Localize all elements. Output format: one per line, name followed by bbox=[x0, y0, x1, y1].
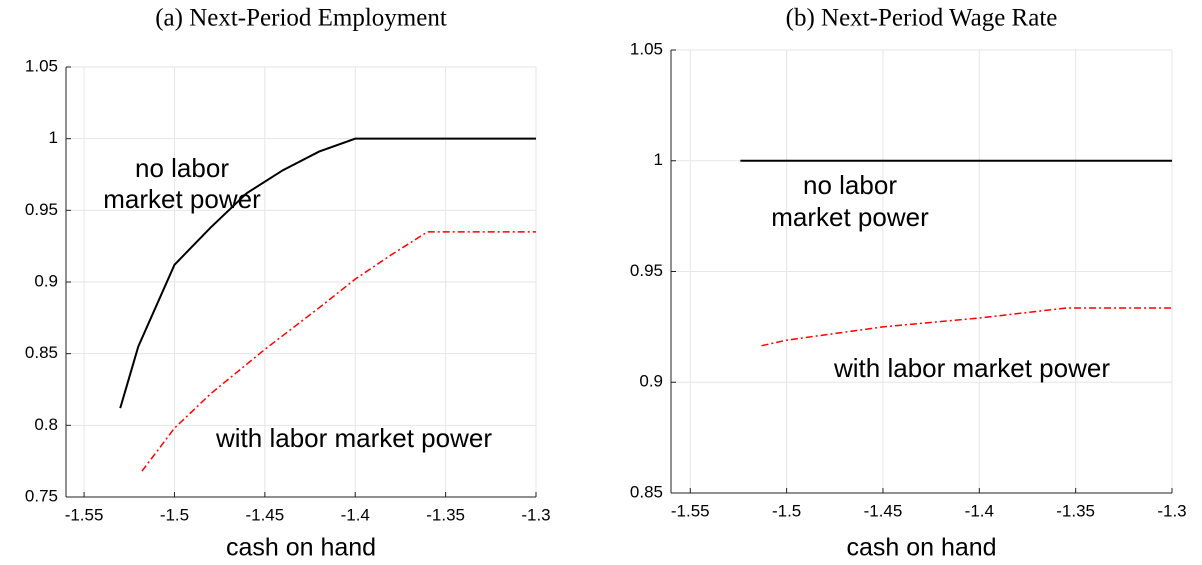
x-tick-label: -1.4 bbox=[965, 501, 994, 520]
data-line bbox=[141, 231, 536, 472]
y-tick-label: 1.05 bbox=[630, 39, 663, 58]
annotation: with labor market power bbox=[215, 423, 492, 453]
y-tick-label: 0.95 bbox=[25, 200, 58, 219]
data-line bbox=[119, 137, 536, 409]
x-tick-label: -1.4 bbox=[341, 505, 370, 524]
x-tick-label: -1.3 bbox=[1157, 501, 1186, 520]
x-tick-label: -1.35 bbox=[1056, 501, 1095, 520]
data-line bbox=[761, 307, 1172, 347]
x-tick-label: -1.55 bbox=[65, 505, 104, 524]
x-tick-label: -1.55 bbox=[671, 501, 710, 520]
x-tick-label: -1.3 bbox=[521, 505, 550, 524]
x-axis-label: cash on hand bbox=[846, 534, 996, 562]
annotation: no labor bbox=[803, 170, 897, 200]
annotation: with labor market power bbox=[833, 353, 1110, 383]
annotation: market power bbox=[771, 202, 929, 232]
x-tick-label: -1.45 bbox=[245, 505, 284, 524]
annotation: market power bbox=[103, 184, 261, 214]
y-tick-label: 0.85 bbox=[25, 343, 58, 362]
y-tick-label: 0.9 bbox=[34, 271, 58, 290]
x-tick-label: -1.35 bbox=[426, 505, 465, 524]
y-tick-label: 1 bbox=[654, 150, 663, 169]
x-axis-label: cash on hand bbox=[226, 534, 376, 562]
x-tick-label: -1.5 bbox=[772, 501, 801, 520]
chart-title: (b) Next-Period Wage Rate bbox=[786, 5, 1058, 32]
y-tick-label: 0.95 bbox=[630, 261, 663, 280]
y-tick-label: 1.05 bbox=[25, 56, 58, 75]
x-tick-label: -1.45 bbox=[864, 501, 903, 520]
y-tick-label: 0.9 bbox=[639, 372, 663, 391]
x-tick-label: -1.5 bbox=[160, 505, 189, 524]
chart-title: (a) Next-Period Employment bbox=[155, 5, 447, 32]
y-tick-label: 0.8 bbox=[34, 415, 58, 434]
y-tick-label: 0.75 bbox=[25, 486, 58, 505]
y-tick-label: 0.85 bbox=[630, 482, 663, 501]
annotation: no labor bbox=[135, 153, 229, 183]
y-tick-label: 1 bbox=[49, 128, 58, 147]
